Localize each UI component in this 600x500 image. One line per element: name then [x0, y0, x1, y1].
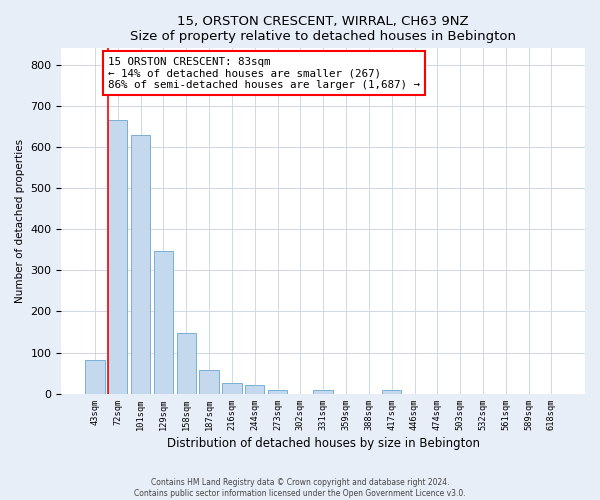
Text: 15 ORSTON CRESCENT: 83sqm
← 14% of detached houses are smaller (267)
86% of semi: 15 ORSTON CRESCENT: 83sqm ← 14% of detac…	[108, 56, 420, 90]
Text: Contains HM Land Registry data © Crown copyright and database right 2024.
Contai: Contains HM Land Registry data © Crown c…	[134, 478, 466, 498]
Bar	[313, 390, 333, 394]
Bar	[154, 250, 173, 394]
Bar	[245, 386, 265, 394]
Bar	[382, 390, 401, 394]
Title: 15, ORSTON CRESCENT, WIRRAL, CH63 9NZ
Size of property relative to detached hous: 15, ORSTON CRESCENT, WIRRAL, CH63 9NZ Si…	[130, 15, 516, 43]
Bar	[222, 382, 242, 394]
Bar	[199, 370, 219, 394]
Bar	[131, 134, 150, 394]
Bar	[108, 120, 127, 394]
Bar	[268, 390, 287, 394]
Y-axis label: Number of detached properties: Number of detached properties	[15, 139, 25, 303]
Bar	[85, 360, 104, 394]
X-axis label: Distribution of detached houses by size in Bebington: Distribution of detached houses by size …	[167, 437, 480, 450]
Bar	[176, 333, 196, 394]
